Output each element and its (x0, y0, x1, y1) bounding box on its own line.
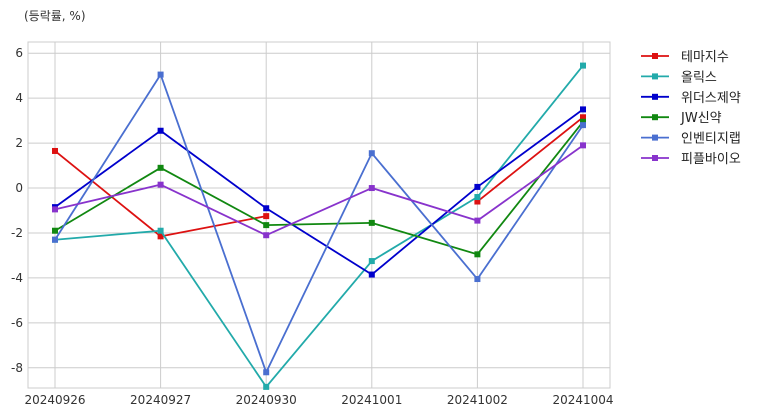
x-tick-label: 20241001 (341, 393, 402, 407)
data-point (474, 276, 481, 283)
legend-marker (652, 93, 658, 100)
y-tick-label: -4 (11, 271, 23, 285)
data-point (157, 233, 164, 240)
legend-marker (652, 155, 658, 161)
series-line (54, 121, 584, 256)
data-point (368, 219, 375, 226)
data-point (580, 62, 586, 69)
x-tick-label: 20240926 (24, 393, 85, 407)
data-point (368, 271, 375, 278)
data-point (580, 106, 586, 113)
data-point (52, 236, 58, 243)
y-tick-label: 2 (15, 136, 23, 150)
data-point (263, 222, 270, 229)
x-tick-label: 20240930 (236, 393, 297, 407)
series-lines (52, 62, 586, 390)
legend-label: 올릭스 (681, 70, 717, 85)
series-line (54, 65, 584, 388)
y-tick-label: -2 (11, 226, 23, 240)
series-4 (52, 71, 586, 376)
y-tick-label: 0 (15, 181, 23, 195)
data-point (474, 251, 481, 258)
data-point (368, 150, 375, 157)
data-point (474, 194, 481, 201)
y-tick-label: 6 (15, 46, 23, 60)
y-tick-label: 4 (15, 91, 23, 105)
series-0 (52, 114, 586, 240)
x-tick-label: 20241004 (552, 393, 613, 407)
data-point (157, 71, 164, 78)
legend-label: 위더스제약 (681, 91, 741, 106)
legend-marker (652, 114, 658, 121)
data-point (157, 181, 164, 188)
data-point (263, 205, 270, 212)
legend-item: 피플바이오 (641, 152, 741, 167)
data-point (263, 213, 270, 220)
legend-marker (652, 73, 658, 80)
data-point (474, 198, 481, 205)
data-point (157, 227, 164, 234)
data-point (368, 185, 375, 192)
legend-marker (652, 134, 658, 141)
unit-label: (등락률, %) (24, 9, 86, 23)
data-point (580, 142, 586, 149)
series-line (54, 73, 584, 374)
data-point (474, 183, 481, 190)
data-point (580, 114, 586, 121)
y-tick-label: -6 (11, 316, 23, 330)
legend-label: 테마지수 (681, 50, 729, 65)
data-point (580, 122, 586, 129)
legend-item: 테마지수 (641, 50, 729, 65)
data-point (580, 118, 586, 125)
legend-marker (652, 53, 658, 59)
series-3 (52, 118, 586, 258)
data-point (157, 164, 164, 171)
data-point (52, 206, 58, 213)
data-point (52, 147, 58, 154)
data-point (263, 383, 270, 390)
data-point (52, 227, 58, 234)
x-tick-label: 20241002 (447, 393, 508, 407)
data-point (474, 217, 481, 224)
data-point (263, 369, 270, 376)
legend-label: 피플바이오 (681, 152, 741, 167)
y-axis-ticks: -8 -6 -4 -2 0 2 4 6 (11, 46, 23, 375)
data-point (368, 258, 375, 265)
legend-item: JW신약 (641, 111, 722, 126)
y-tick-label: -8 (11, 361, 23, 375)
legend-item: 올릭스 (641, 70, 717, 85)
x-tick-label: 20240927 (130, 393, 191, 407)
data-point (157, 127, 164, 134)
data-point (263, 232, 270, 239)
legend-label: JW신약 (680, 111, 722, 126)
gridlines (28, 42, 610, 388)
series-line (54, 144, 584, 237)
plot-area (27, 41, 611, 389)
series-5 (52, 142, 586, 239)
legend-item: 위더스제약 (641, 91, 741, 106)
legend-item: 인벤티지랩 (641, 132, 741, 147)
legend-label: 인벤티지랩 (681, 132, 741, 147)
x-axis-ticks: 20240926 20240927 20240930 20241001 20241002… (24, 393, 613, 407)
series-line (54, 108, 584, 276)
